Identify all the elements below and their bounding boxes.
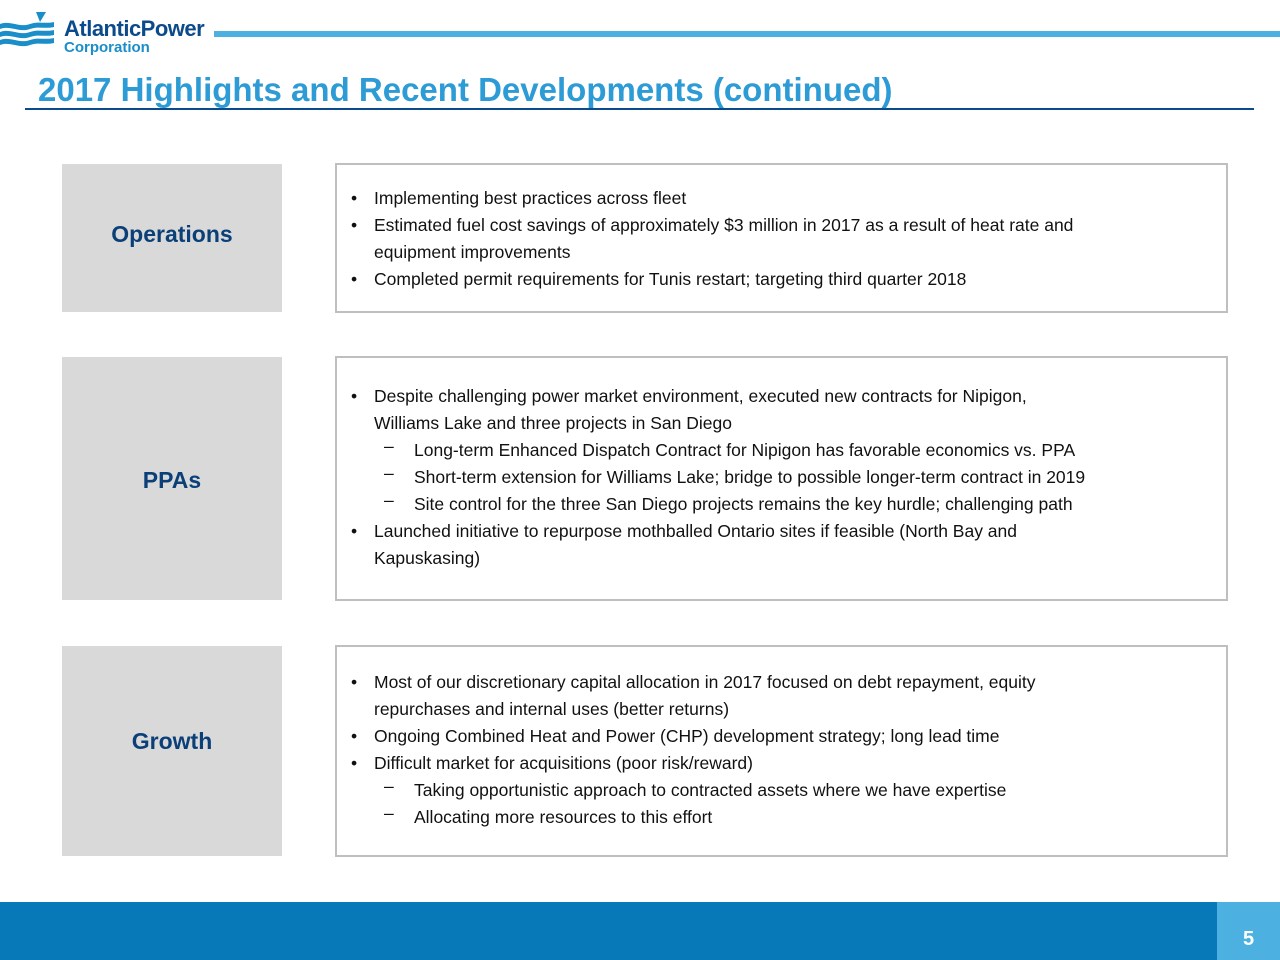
bullet-list: • Implementing best practices across flee… bbox=[337, 185, 1226, 293]
bullet-line: • Launched initiative to repurpose mothba… bbox=[337, 518, 1226, 545]
bullet-text: Short-term extension for Williams Lake; … bbox=[414, 467, 1086, 487]
bullet-text: repurchases and internal uses (better re… bbox=[374, 699, 730, 719]
dash-marker: – bbox=[384, 776, 394, 796]
page-number-box: 5 bbox=[1217, 902, 1280, 960]
bullet-marker: • bbox=[351, 672, 358, 692]
dash-marker: – bbox=[384, 436, 394, 456]
dash-marker: – bbox=[384, 463, 394, 483]
sub-bullet-line: – Allocating more resources to this effor… bbox=[337, 803, 1226, 831]
bullet-text: Implementing best practices across fleet bbox=[374, 188, 687, 208]
logo-name: AtlanticPower bbox=[64, 16, 205, 41]
company-logo: AtlanticPower Corporation bbox=[0, 12, 210, 56]
page-title: 2017 Highlights and Recent Developments … bbox=[38, 71, 893, 108]
title-divider bbox=[25, 108, 1254, 110]
bullet-marker: • bbox=[351, 386, 358, 406]
bullet-line: • Most of our discretionary capital alloc… bbox=[337, 669, 1226, 696]
section-content-operations: • Implementing best practices across flee… bbox=[335, 163, 1228, 313]
page-number: 5 bbox=[1242, 927, 1255, 950]
bullet-text: Most of our discretionary capital alloca… bbox=[374, 672, 1036, 692]
sub-bullet-line: – Taking opportunistic approach to contra… bbox=[337, 776, 1226, 804]
bullet-marker: • bbox=[351, 521, 358, 541]
bullet-text: Ongoing Combined Heat and Power (CHP) de… bbox=[374, 726, 1000, 746]
section-label-growth: Growth bbox=[62, 646, 282, 856]
bullet-line: equipment improvements bbox=[337, 239, 1226, 266]
logo-subname: Corporation bbox=[64, 39, 150, 56]
bullet-marker: • bbox=[351, 188, 358, 208]
bullet-text: Allocating more resources to this effort bbox=[414, 807, 713, 827]
bullet-text: Estimated fuel cost savings of approxima… bbox=[374, 215, 1074, 235]
section-label-ppas: PPAs bbox=[62, 357, 282, 600]
bullet-text: Williams Lake and three projects in San … bbox=[374, 413, 732, 433]
bullet-marker: • bbox=[351, 215, 358, 235]
atlantic-power-wave-icon bbox=[0, 12, 54, 52]
footer-bar bbox=[0, 902, 1280, 960]
bullet-text: Site control for the three San Diego pro… bbox=[414, 494, 1073, 514]
section-label-text: PPAs bbox=[142, 466, 202, 493]
section-label-text: Operations bbox=[111, 220, 233, 247]
bullet-text: Difficult market for acquisitions (poor … bbox=[374, 753, 753, 773]
bullet-text: equipment improvements bbox=[374, 242, 571, 262]
bullet-text: Kapuskasing) bbox=[374, 548, 481, 568]
bullet-line: Williams Lake and three projects in San … bbox=[337, 410, 1226, 437]
section-label-operations: Operations bbox=[62, 164, 282, 312]
bullet-line: • Despite challenging power market enviro… bbox=[337, 383, 1226, 410]
bullet-line: • Ongoing Combined Heat and Power (CHP) d… bbox=[337, 723, 1226, 750]
bullet-marker: • bbox=[351, 753, 358, 773]
bullet-line: repurchases and internal uses (better re… bbox=[337, 696, 1226, 723]
sub-bullet-line: – Short-term extension for Williams Lake;… bbox=[337, 463, 1226, 491]
sub-bullet-line: – Long-term Enhanced Dispatch Contract fo… bbox=[337, 436, 1226, 464]
dash-marker: – bbox=[384, 490, 394, 510]
bullet-line: • Implementing best practices across flee… bbox=[337, 185, 1226, 212]
section-content-ppas: • Despite challenging power market enviro… bbox=[335, 356, 1228, 601]
bullet-list: • Most of our discretionary capital alloc… bbox=[337, 669, 1226, 831]
section-content-growth: • Most of our discretionary capital alloc… bbox=[335, 645, 1228, 857]
sub-bullet-line: – Site control for the three San Diego pr… bbox=[337, 490, 1226, 518]
section-label-text: Growth bbox=[131, 727, 213, 754]
bullet-line: • Difficult market for acquisitions (poor… bbox=[337, 750, 1226, 777]
bullet-line: • Completed permit requirements for Tunis… bbox=[337, 266, 1226, 293]
dash-marker: – bbox=[384, 803, 394, 823]
bullet-list: • Despite challenging power market enviro… bbox=[337, 383, 1226, 572]
bullet-text: Launched initiative to repurpose mothbal… bbox=[374, 521, 1018, 541]
bullet-line: Kapuskasing) bbox=[337, 545, 1226, 572]
bullet-text: Despite challenging power market environ… bbox=[374, 386, 1027, 406]
bullet-text: Completed permit requirements for Tunis … bbox=[374, 269, 967, 289]
bullet-text: Long-term Enhanced Dispatch Contract for… bbox=[414, 440, 1076, 460]
bullet-marker: • bbox=[351, 726, 358, 746]
bullet-line: • Estimated fuel cost savings of approxim… bbox=[337, 212, 1226, 239]
bullet-marker: • bbox=[351, 269, 358, 289]
header-rule bbox=[214, 31, 1280, 37]
bullet-text: Taking opportunistic approach to contrac… bbox=[414, 780, 1007, 800]
